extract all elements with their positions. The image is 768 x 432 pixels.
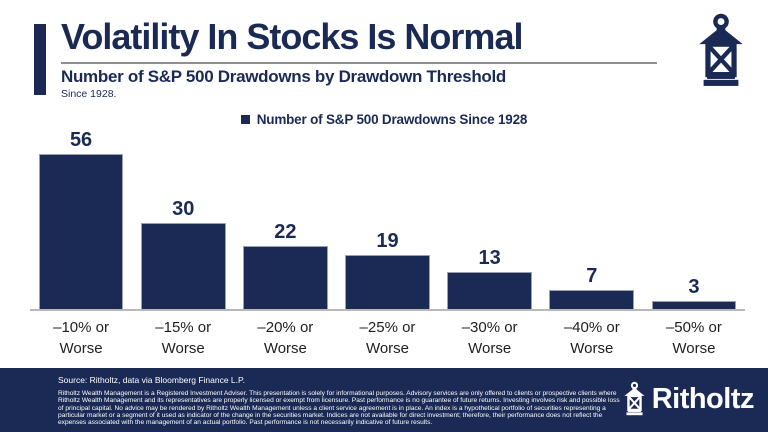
bar-column: 7 — [541, 130, 643, 310]
category-label: –15% or Worse — [155, 319, 212, 357]
since-note: Since 1928. — [61, 88, 117, 100]
bar — [549, 290, 635, 310]
category-label: –20% or Worse — [257, 319, 314, 357]
category-label: –10% or Worse — [53, 319, 109, 357]
brand-logo: Ritholtz — [622, 381, 755, 418]
bar-value-label: 7 — [586, 265, 598, 287]
page-title: Volatility In Stocks Is Normal — [61, 16, 523, 57]
title-underline — [61, 62, 657, 64]
category-labels-row: –10% or Worse –15% or Worse –20% or Worse –25%… — [30, 317, 745, 359]
bar — [38, 154, 124, 310]
bar-column: 13 — [439, 130, 541, 310]
category-label: –25% or Worse — [359, 319, 416, 357]
bar-value-label: 22 — [274, 221, 297, 243]
bar — [140, 223, 226, 310]
disclaimer-text: Ritholtz Wealth Management is a Register… — [58, 390, 620, 427]
footer-band: Source: Ritholtz, data via Bloomberg Fin… — [0, 368, 768, 432]
legend-label: Number of S&P 500 Drawdowns Since 1928 — [256, 112, 528, 127]
bar — [345, 255, 430, 310]
bar-value-label: 3 — [688, 276, 700, 298]
bar — [447, 272, 533, 310]
legend-swatch-icon — [240, 115, 250, 124]
bar-column: 22 — [234, 130, 336, 310]
lantern-icon — [624, 381, 645, 416]
bar-value-label: 30 — [172, 198, 195, 220]
title-accent-bar — [34, 24, 46, 95]
bar-column: 19 — [336, 130, 438, 310]
bar — [651, 301, 737, 310]
bar-value-label: 56 — [69, 129, 93, 151]
lantern-icon — [699, 13, 743, 86]
chart-subtitle: Number of S&P 500 Drawdowns by Drawdown … — [61, 67, 507, 86]
source-note: Source: Ritholtz, data via Bloomberg Fin… — [58, 375, 245, 385]
bar-value-label: 19 — [376, 230, 399, 252]
category-label: –50% or Worse — [665, 319, 722, 357]
bar-chart: 56 30 22 19 13 7 3 — [30, 130, 745, 310]
bar-column: 30 — [132, 130, 234, 310]
bar-column: 3 — [643, 130, 745, 310]
bar-value-label: 13 — [478, 247, 501, 269]
x-axis-line — [30, 309, 745, 311]
chart-legend: Number of S&P 500 Drawdowns Since 1928 — [0, 112, 768, 127]
category-label: –30% or Worse — [461, 319, 518, 357]
brand-wordmark: Ritholtz — [651, 383, 755, 415]
bar-column: 56 — [30, 130, 132, 310]
category-label: –40% or Worse — [563, 319, 620, 357]
bar — [242, 246, 328, 310]
